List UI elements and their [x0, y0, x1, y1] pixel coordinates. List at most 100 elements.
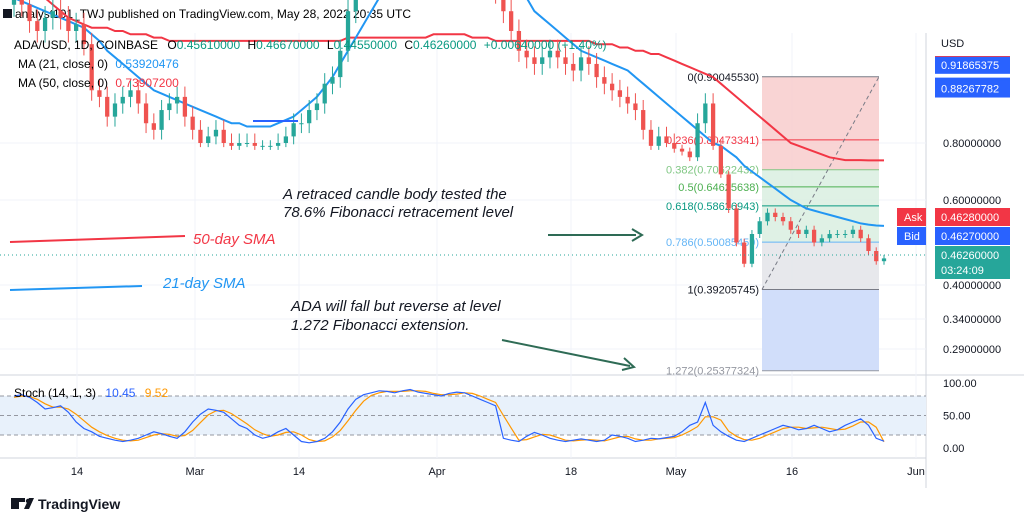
- candle-body: [27, 4, 32, 22]
- time-tick-label-0: 14: [71, 466, 83, 478]
- candle-body: [252, 143, 257, 146]
- candle: [89, 32, 94, 101]
- close-label: C: [404, 38, 413, 52]
- candle-body: [749, 234, 755, 264]
- candle-body: [641, 110, 646, 130]
- candle-body: [213, 129, 219, 137]
- price-highlight-label-1: 0.91865375: [941, 60, 999, 72]
- candle: [97, 79, 102, 108]
- stoch-label: Stoch (14, 1, 3): [14, 386, 96, 400]
- candle: [734, 204, 739, 247]
- annotations[interactable]: 50-day SMA 21-day SMA A retraced candle …: [9, 120, 644, 371]
- candle-body: [345, 11, 351, 51]
- fibonacci-tool[interactable]: 0(0.90045530)0.236(0.80473341)0.382(0.70…: [666, 72, 880, 378]
- candle: [338, 39, 343, 88]
- candle: [299, 113, 304, 134]
- stoch-k-value: 10.45: [105, 386, 135, 400]
- candle: [136, 79, 141, 114]
- sma21-line: [16, 0, 885, 227]
- candle-body: [268, 145, 273, 147]
- candle-body: [524, 50, 529, 58]
- candle-body: [571, 63, 576, 71]
- candle: [648, 120, 654, 150]
- candle-body: [780, 217, 786, 222]
- candle: [881, 254, 887, 265]
- candle: [509, 0, 514, 43]
- candle: [307, 99, 312, 134]
- candle: [190, 106, 195, 140]
- fib-level-label-6: 1(0.39205745): [687, 285, 759, 297]
- candle-body: [151, 123, 156, 130]
- fall-arrow-shaft: [501, 339, 631, 367]
- candle: [578, 46, 584, 82]
- candle: [602, 66, 607, 95]
- candle: [120, 86, 125, 114]
- candle-body: [307, 110, 312, 124]
- candle-body: [804, 229, 809, 234]
- bid-price-badge: [935, 227, 1010, 245]
- candle: [81, 12, 87, 56]
- candle: [353, 0, 358, 24]
- candle: [221, 120, 226, 148]
- candle: [633, 93, 638, 121]
- time-tick-label-2: 14: [293, 466, 305, 478]
- candle-body: [81, 24, 87, 45]
- stoch-tick-label-1: 50.00: [943, 411, 971, 423]
- candle-body: [648, 129, 654, 146]
- close-value: 0.46260000: [413, 38, 477, 52]
- candle-body: [540, 57, 545, 64]
- candle: [641, 99, 646, 140]
- candle-body: [221, 129, 226, 143]
- ask-label-badge: [897, 208, 926, 226]
- open-label: O: [167, 38, 176, 52]
- candle-body: [330, 77, 335, 84]
- fib-zone-extension: [762, 289, 879, 371]
- candle-body: [174, 96, 180, 104]
- time-axis[interactable]: 14 Mar 14 Apr 18 May 16 Jun: [71, 466, 925, 478]
- candle-body: [811, 229, 817, 243]
- symbol-name: ADA/USD, 1D, COINBASE: [14, 38, 158, 52]
- symbol-legend: ADA/USD, 1D, COINBASE O0.45610000 H0.466…: [14, 38, 607, 90]
- candle-body: [229, 143, 234, 146]
- sma21-annotation-line: [9, 285, 143, 291]
- ma50-value: 0.73907200: [115, 76, 179, 90]
- candle: [710, 93, 716, 150]
- candle-body: [602, 77, 607, 84]
- candle: [105, 86, 110, 127]
- candle-body: [275, 143, 281, 146]
- candle: [547, 39, 553, 69]
- candle-body: [105, 96, 110, 117]
- candle: [695, 113, 700, 162]
- candle: [182, 86, 188, 127]
- retrace-annotation-line2: 78.6% Fibonacci retracement level: [283, 204, 514, 221]
- candle: [773, 208, 778, 222]
- candle: [174, 86, 180, 114]
- candle-body: [563, 57, 568, 64]
- candle-body: [594, 63, 599, 78]
- price-axis[interactable]: USD 0.80000000 0.60000000 0.40000000 0.3400…: [0, 38, 1010, 356]
- candle-body: [283, 136, 289, 143]
- candle: [322, 73, 327, 114]
- candle-body: [835, 234, 840, 235]
- candle: [524, 39, 529, 69]
- low-value: 0.44550000: [334, 38, 398, 52]
- fib-level-label-2: 0.382(0.70622432): [666, 165, 759, 177]
- candle: [866, 234, 871, 255]
- fib-trend-line: [761, 76, 880, 290]
- price-tick-label-2: 0.40000000: [943, 280, 1001, 292]
- fib-zone-upper: [762, 76, 879, 170]
- candle: [672, 133, 677, 153]
- candle: [268, 140, 273, 150]
- candle: [167, 93, 172, 121]
- candle-body: [874, 251, 879, 262]
- candle-body: [703, 103, 708, 124]
- candle-body: [89, 44, 94, 91]
- time-tick-label-3: Apr: [428, 466, 445, 478]
- candle: [237, 133, 242, 150]
- tradingview-logo-text: TradingView: [38, 496, 120, 512]
- candle-body: [586, 57, 591, 64]
- candle: [206, 126, 211, 148]
- candle: [198, 120, 203, 148]
- candle-body: [260, 145, 265, 147]
